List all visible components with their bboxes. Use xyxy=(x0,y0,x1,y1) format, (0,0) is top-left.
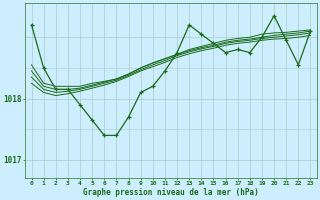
X-axis label: Graphe pression niveau de la mer (hPa): Graphe pression niveau de la mer (hPa) xyxy=(83,188,259,197)
